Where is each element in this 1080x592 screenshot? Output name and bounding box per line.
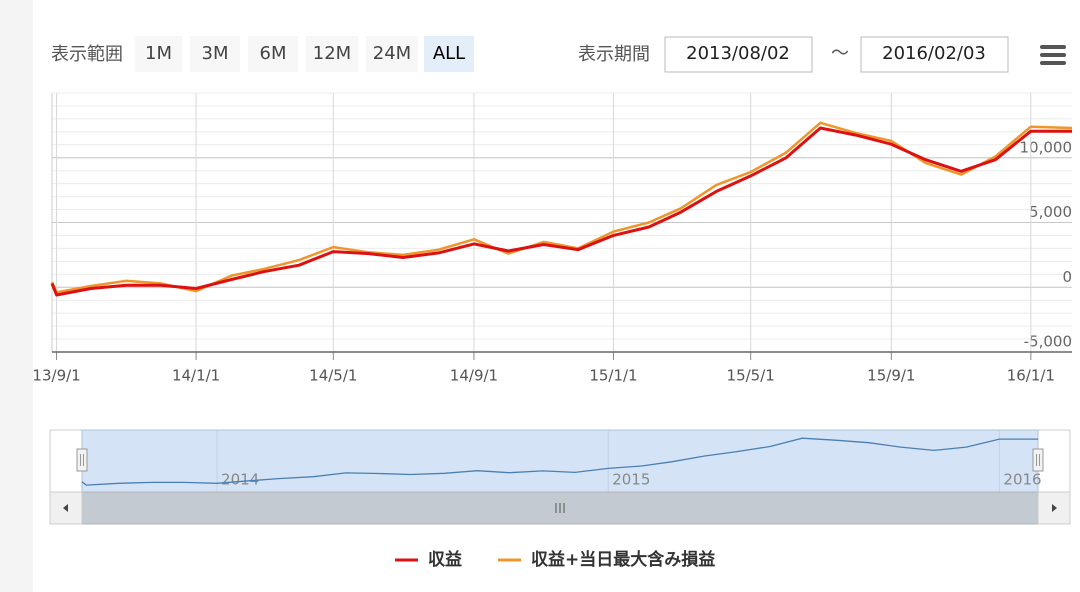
navigator-tick-label: 2016 — [1003, 471, 1041, 489]
menu-icon[interactable] — [1040, 45, 1066, 65]
navigator-line — [81, 437, 1038, 486]
y-tick-label: 5,000 — [1029, 203, 1072, 221]
legend-label[interactable]: 収益 — [428, 549, 462, 570]
range-button-label: 6M — [260, 43, 287, 64]
y-tick-label: 10,000 — [1020, 138, 1073, 156]
range-button-label: ALL — [433, 43, 465, 64]
x-tick-label: 14/5/1 — [309, 367, 357, 385]
range-button-label: 24M — [373, 43, 411, 64]
range-button[interactable] — [135, 36, 182, 72]
scroll-left-arrow — [63, 504, 68, 512]
menu-bar — [1040, 53, 1066, 57]
range-button[interactable] — [366, 36, 418, 72]
date-input[interactable] — [860, 36, 1009, 73]
menu-bar — [1040, 61, 1066, 65]
x-tick-label: 15/9/1 — [867, 367, 915, 385]
x-tick-label: 16/1/1 — [1007, 367, 1055, 385]
x-tick-label: 14/1/1 — [172, 367, 220, 385]
y-tick-label: 0 — [1062, 268, 1072, 286]
date-input[interactable] — [664, 36, 813, 73]
range-button[interactable] — [424, 36, 474, 72]
x-tick-label: 15/5/1 — [727, 367, 775, 385]
x-tick-label: 15/1/1 — [589, 367, 637, 385]
range-button-label: 3M — [202, 43, 229, 64]
range-label: 表示範囲 — [51, 44, 123, 65]
date-separator: ～ — [831, 43, 849, 64]
range-button[interactable] — [306, 36, 358, 72]
range-button-label: 12M — [313, 43, 351, 64]
scroll-right-arrow — [1052, 504, 1057, 512]
navigator-tick-label: 2014 — [221, 471, 259, 489]
period-label: 表示期間 — [578, 44, 650, 65]
side-strip — [0, 0, 33, 592]
series-line — [50, 121, 1073, 294]
range-button[interactable] — [190, 36, 240, 72]
navigator-handle[interactable] — [76, 448, 88, 472]
navigator-tick-label: 2015 — [612, 471, 650, 489]
range-button[interactable] — [248, 36, 298, 72]
date-to: 2016/02/03 — [882, 43, 986, 64]
y-tick-label: -5,000 — [1024, 333, 1072, 351]
date-from: 2013/08/02 — [686, 43, 790, 64]
menu-bar — [1040, 45, 1066, 49]
range-button-label: 1M — [145, 43, 172, 64]
navigator-handle[interactable] — [1032, 448, 1044, 472]
x-tick-label: 14/9/1 — [450, 367, 498, 385]
x-tick-label: 13/9/1 — [32, 367, 80, 385]
legend-label[interactable]: 収益+当日最大含み損益 — [531, 549, 715, 570]
series-line — [50, 126, 1072, 297]
